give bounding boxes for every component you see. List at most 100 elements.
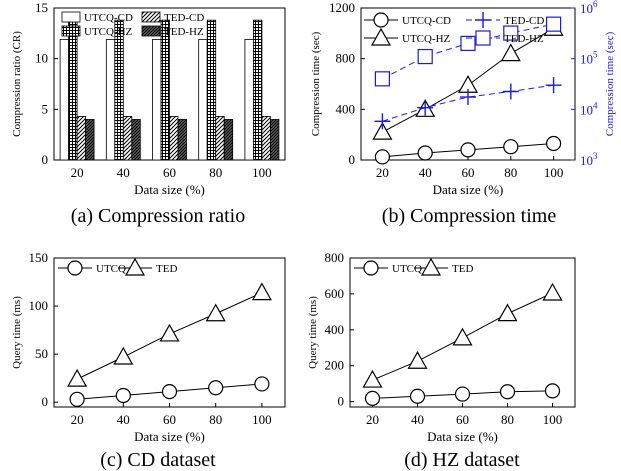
data-point-utcq bbox=[454, 386, 471, 402]
data-point-utcq-shape bbox=[208, 380, 224, 396]
y-tick-label: 15 bbox=[35, 0, 48, 15]
x-axis-label: Data size (%) bbox=[134, 429, 205, 444]
y-tick-label: 0 bbox=[42, 394, 49, 409]
x-tick-label: 20 bbox=[71, 412, 84, 427]
y-tick-label: 1200 bbox=[329, 0, 355, 15]
data-point-ted bbox=[251, 282, 272, 301]
legend-label: UTCQ bbox=[96, 263, 126, 275]
y-axis-label: Query time (ms) bbox=[307, 296, 319, 369]
legend-label: UTCQ-HZ bbox=[84, 26, 133, 38]
y-tick-label: 400 bbox=[325, 322, 345, 337]
legend-swatch bbox=[61, 11, 81, 23]
legend-swatch bbox=[141, 25, 161, 37]
data-point-ted-hz bbox=[545, 16, 562, 32]
data-point-ted-cd bbox=[374, 113, 391, 130]
x-tick-label: 40 bbox=[117, 165, 130, 180]
data-point-ted-hz-shape bbox=[417, 48, 433, 65]
legend-label: UTCQ-CD bbox=[84, 12, 133, 24]
data-point-utcq-hz-shape bbox=[500, 43, 521, 62]
y2-tick-label: 105 bbox=[580, 50, 598, 67]
y-tick-label: 400 bbox=[336, 101, 356, 116]
x-tick-label: 100 bbox=[252, 412, 272, 427]
data-point-utcq-cd-shape bbox=[460, 142, 476, 158]
x-tick-label: 80 bbox=[209, 165, 222, 180]
x-tick-label: 80 bbox=[209, 412, 222, 427]
y2-tick-label: 103 bbox=[580, 151, 598, 168]
data-point-utcq bbox=[161, 384, 178, 400]
data-point-ted bbox=[452, 327, 473, 346]
data-point-utcq-hz bbox=[372, 121, 393, 140]
bar-utcq-cd bbox=[105, 39, 116, 161]
data-point-ted-cd bbox=[460, 89, 476, 106]
bar-utcq-hz bbox=[252, 19, 263, 161]
data-point-ted bbox=[205, 303, 226, 322]
data-point-ted-hz bbox=[374, 71, 390, 87]
bar-utcq-hz bbox=[68, 19, 78, 161]
legend-label: TED bbox=[452, 263, 473, 275]
legend-swatch bbox=[141, 11, 161, 23]
data-point-utcq bbox=[208, 380, 224, 396]
y-tick-label: 800 bbox=[336, 51, 356, 66]
data-point-utcq-shape bbox=[69, 391, 85, 407]
data-point-ted-shape bbox=[542, 282, 563, 301]
legend-label: TED-HZ bbox=[164, 26, 204, 38]
data-point-utcq bbox=[254, 376, 270, 392]
legend-marker-shape bbox=[420, 257, 442, 276]
data-point-ted bbox=[113, 346, 134, 365]
bar-utcq-hz bbox=[206, 19, 217, 161]
data-point-utcq-cd bbox=[460, 142, 476, 158]
x-tick-label: 20 bbox=[71, 165, 84, 180]
data-point-ted-cd-shape bbox=[502, 83, 519, 100]
data-point-utcq-cd bbox=[503, 139, 519, 155]
caption: (b) Compression time bbox=[382, 205, 557, 227]
data-point-ted-cd bbox=[417, 99, 434, 116]
y-axis-label: Query time (ms) bbox=[11, 296, 23, 369]
legend-label: TED-CD bbox=[164, 12, 204, 24]
bar-ted-hz bbox=[223, 119, 234, 161]
data-point-utcq bbox=[364, 390, 381, 406]
data-point-utcq-hz bbox=[500, 43, 521, 62]
y-tick-label: 0 bbox=[42, 152, 49, 167]
data-point-ted-hz-shape bbox=[545, 16, 562, 32]
x-tick-label: 40 bbox=[419, 165, 432, 180]
legend-marker-shape bbox=[475, 30, 491, 46]
legend-marker-shape bbox=[363, 260, 379, 276]
data-point-utcq-shape bbox=[161, 384, 178, 400]
y-tick-label: 5 bbox=[42, 101, 49, 116]
y2-tick-label: 106 bbox=[580, 0, 598, 16]
data-point-utcq-cd-shape bbox=[545, 135, 562, 152]
bar-utcq-cd bbox=[198, 39, 208, 161]
y-tick-label: 10 bbox=[35, 51, 48, 66]
bar-utcq-cd bbox=[244, 39, 254, 161]
x-tick-label: 60 bbox=[163, 412, 176, 427]
data-point-ted-cd-shape bbox=[460, 89, 476, 106]
y-axis-label: Compression ratio (CR) bbox=[11, 31, 23, 137]
x-tick-label: 100 bbox=[544, 165, 564, 180]
x-tick-label: 40 bbox=[411, 412, 424, 427]
data-point-utcq bbox=[69, 391, 85, 407]
bar-ted-hz bbox=[177, 119, 187, 161]
bar-ted-cd bbox=[215, 116, 225, 161]
bar-ted-hz bbox=[131, 119, 141, 161]
legend-marker bbox=[363, 260, 379, 276]
data-point-ted-cd bbox=[545, 77, 562, 94]
x-tick-label: 60 bbox=[456, 412, 469, 427]
data-point-ted-shape bbox=[205, 303, 226, 322]
legend-marker-shape bbox=[373, 12, 389, 28]
x-tick-label: 80 bbox=[501, 412, 514, 427]
data-point-utcq-cd-shape bbox=[503, 139, 519, 155]
legend-label: UTCQ-HZ bbox=[402, 33, 451, 45]
bar-ted-hz bbox=[85, 119, 95, 161]
data-point-utcq-cd-shape bbox=[374, 149, 390, 165]
data-point-ted-hz-shape bbox=[503, 25, 519, 41]
data-point-utcq bbox=[409, 388, 426, 404]
y-tick-label: 50 bbox=[35, 346, 48, 361]
x-axis-label: Data size (%) bbox=[134, 182, 205, 197]
bar-utcq-hz bbox=[160, 19, 170, 161]
caption: (d) HZ dataset bbox=[404, 449, 520, 471]
legend-marker bbox=[475, 12, 491, 28]
legend-label: TED-CD bbox=[504, 15, 544, 27]
data-point-ted-hz-shape bbox=[374, 71, 390, 87]
data-point-utcq-cd-shape bbox=[417, 145, 433, 161]
data-point-ted-shape bbox=[362, 369, 383, 388]
